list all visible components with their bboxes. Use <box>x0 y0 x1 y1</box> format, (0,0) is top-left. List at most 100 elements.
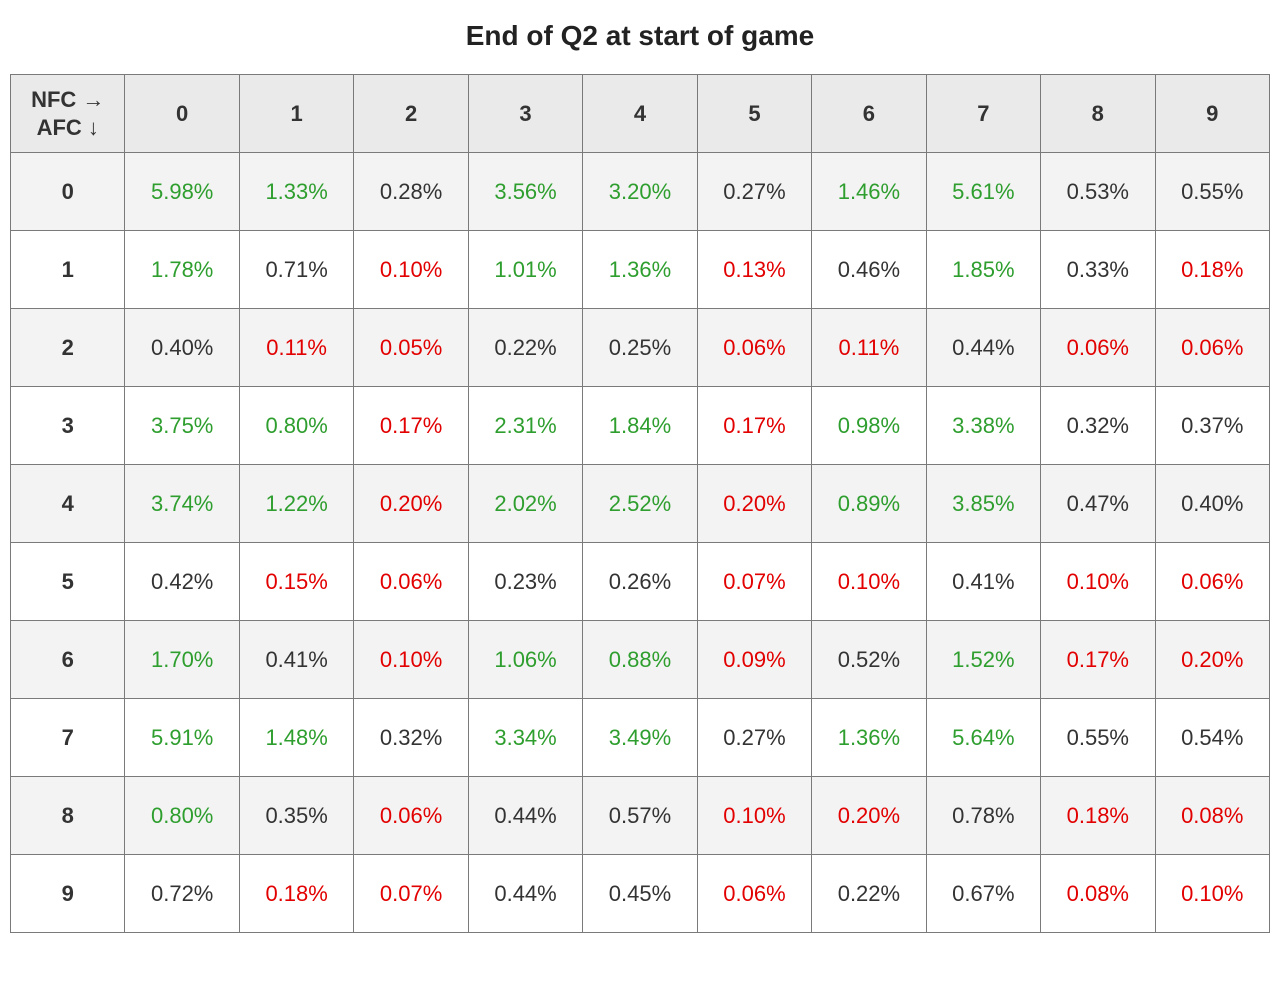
table-cell: 3.74% <box>125 465 239 543</box>
table-cell: 0.46% <box>812 231 926 309</box>
table-cell: 3.49% <box>583 699 697 777</box>
table-cell: 3.85% <box>926 465 1040 543</box>
table-row: 05.98%1.33%0.28%3.56%3.20%0.27%1.46%5.61… <box>11 153 1270 231</box>
table-cell: 0.20% <box>697 465 811 543</box>
table-cell: 0.41% <box>926 543 1040 621</box>
table-cell: 0.57% <box>583 777 697 855</box>
col-header: 5 <box>697 75 811 153</box>
row-header: 7 <box>11 699 125 777</box>
table-cell: 1.01% <box>468 231 582 309</box>
table-cell: 1.22% <box>239 465 353 543</box>
table-cell: 0.28% <box>354 153 468 231</box>
table-row: 20.40%0.11%0.05%0.22%0.25%0.06%0.11%0.44… <box>11 309 1270 387</box>
table-cell: 0.17% <box>1041 621 1155 699</box>
corner-bottom-label: AFC ↓ <box>15 114 120 142</box>
table-cell: 0.54% <box>1155 699 1269 777</box>
table-cell: 5.91% <box>125 699 239 777</box>
table-cell: 0.44% <box>468 777 582 855</box>
table-cell: 3.38% <box>926 387 1040 465</box>
table-cell: 0.67% <box>926 855 1040 933</box>
table-cell: 0.06% <box>1155 309 1269 387</box>
table-cell: 0.53% <box>1041 153 1155 231</box>
table-row: 90.72%0.18%0.07%0.44%0.45%0.06%0.22%0.67… <box>11 855 1270 933</box>
table-cell: 0.06% <box>354 777 468 855</box>
table-cell: 0.35% <box>239 777 353 855</box>
table-cell: 3.75% <box>125 387 239 465</box>
table-cell: 0.32% <box>354 699 468 777</box>
table-title: End of Q2 at start of game <box>10 20 1270 52</box>
header-row: NFC → AFC ↓ 0 1 2 3 4 5 6 7 8 9 <box>11 75 1270 153</box>
table-cell: 0.05% <box>354 309 468 387</box>
table-cell: 3.20% <box>583 153 697 231</box>
table-cell: 0.37% <box>1155 387 1269 465</box>
table-cell: 5.61% <box>926 153 1040 231</box>
table-cell: 0.52% <box>812 621 926 699</box>
table-cell: 0.06% <box>697 855 811 933</box>
col-header: 9 <box>1155 75 1269 153</box>
col-header: 7 <box>926 75 1040 153</box>
table-cell: 2.52% <box>583 465 697 543</box>
table-cell: 0.55% <box>1155 153 1269 231</box>
table-cell: 0.80% <box>125 777 239 855</box>
col-header: 2 <box>354 75 468 153</box>
col-header: 3 <box>468 75 582 153</box>
row-header: 9 <box>11 855 125 933</box>
table-cell: 0.72% <box>125 855 239 933</box>
table-cell: 1.46% <box>812 153 926 231</box>
row-header: 1 <box>11 231 125 309</box>
table-cell: 1.36% <box>812 699 926 777</box>
table-cell: 0.27% <box>697 153 811 231</box>
table-cell: 0.45% <box>583 855 697 933</box>
table-cell: 1.85% <box>926 231 1040 309</box>
table-cell: 0.22% <box>812 855 926 933</box>
table-cell: 1.33% <box>239 153 353 231</box>
table-cell: 3.34% <box>468 699 582 777</box>
table-cell: 0.10% <box>1155 855 1269 933</box>
table-cell: 0.20% <box>354 465 468 543</box>
corner-top-label: NFC → <box>15 86 120 114</box>
table-cell: 0.10% <box>1041 543 1155 621</box>
table-row: 61.70%0.41%0.10%1.06%0.88%0.09%0.52%1.52… <box>11 621 1270 699</box>
table-cell: 0.11% <box>239 309 353 387</box>
row-header: 2 <box>11 309 125 387</box>
table-cell: 0.10% <box>812 543 926 621</box>
table-row: 80.80%0.35%0.06%0.44%0.57%0.10%0.20%0.78… <box>11 777 1270 855</box>
col-header: 6 <box>812 75 926 153</box>
table-cell: 0.80% <box>239 387 353 465</box>
table-cell: 0.44% <box>468 855 582 933</box>
table-row: 43.74%1.22%0.20%2.02%2.52%0.20%0.89%3.85… <box>11 465 1270 543</box>
table-row: 75.91%1.48%0.32%3.34%3.49%0.27%1.36%5.64… <box>11 699 1270 777</box>
table-cell: 0.78% <box>926 777 1040 855</box>
table-cell: 0.20% <box>1155 621 1269 699</box>
table-cell: 1.70% <box>125 621 239 699</box>
table-cell: 0.09% <box>697 621 811 699</box>
table-cell: 2.02% <box>468 465 582 543</box>
table-cell: 0.88% <box>583 621 697 699</box>
table-cell: 0.40% <box>125 309 239 387</box>
table-body: 05.98%1.33%0.28%3.56%3.20%0.27%1.46%5.61… <box>11 153 1270 933</box>
table-cell: 0.07% <box>354 855 468 933</box>
table-cell: 0.25% <box>583 309 697 387</box>
table-cell: 0.22% <box>468 309 582 387</box>
table-cell: 0.08% <box>1041 855 1155 933</box>
table-cell: 1.48% <box>239 699 353 777</box>
table-cell: 0.10% <box>697 777 811 855</box>
table-cell: 0.23% <box>468 543 582 621</box>
table-cell: 0.41% <box>239 621 353 699</box>
table-cell: 1.78% <box>125 231 239 309</box>
row-header: 8 <box>11 777 125 855</box>
table-cell: 5.98% <box>125 153 239 231</box>
table-cell: 5.64% <box>926 699 1040 777</box>
table-cell: 0.33% <box>1041 231 1155 309</box>
table-cell: 0.06% <box>1155 543 1269 621</box>
table-cell: 0.10% <box>354 231 468 309</box>
table-cell: 0.06% <box>697 309 811 387</box>
table-cell: 0.18% <box>239 855 353 933</box>
table-cell: 3.56% <box>468 153 582 231</box>
table-cell: 1.84% <box>583 387 697 465</box>
table-cell: 0.26% <box>583 543 697 621</box>
table-cell: 0.18% <box>1155 231 1269 309</box>
row-header: 4 <box>11 465 125 543</box>
table-cell: 0.13% <box>697 231 811 309</box>
row-header: 5 <box>11 543 125 621</box>
